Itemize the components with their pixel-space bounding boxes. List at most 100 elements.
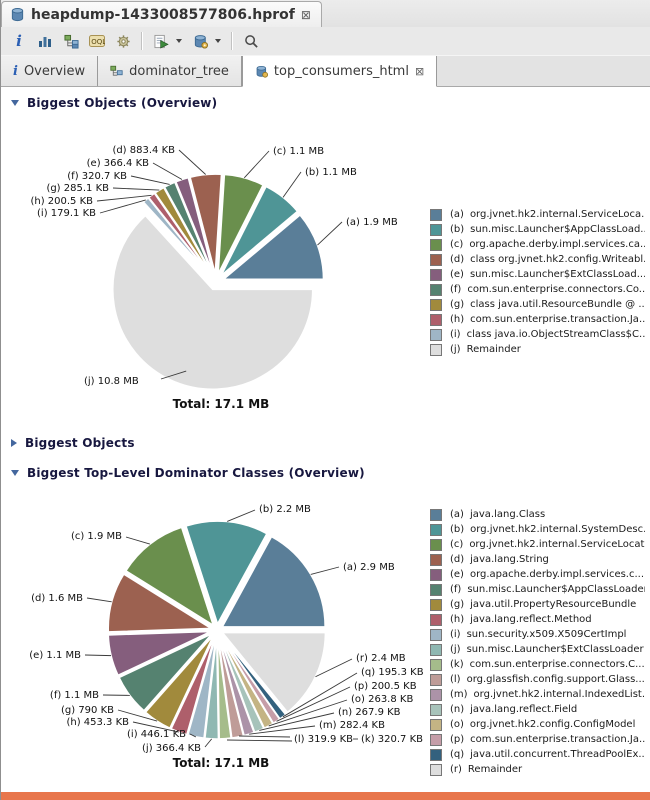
pie-slice-r[interactable] bbox=[221, 631, 327, 714]
histogram-button[interactable] bbox=[33, 30, 57, 52]
editor-tab-bar: heapdump-1433008577806.hprof ⊠ bbox=[1, 0, 650, 28]
legend-item: (j) Remainder bbox=[430, 342, 645, 357]
slice-callout: (a) 2.9 MB bbox=[343, 562, 395, 573]
chart-total: Total: 17.1 MB bbox=[172, 397, 270, 411]
search-icon bbox=[244, 34, 258, 48]
legend-key: (q) bbox=[450, 749, 465, 760]
tree-icon bbox=[110, 65, 123, 76]
legend-item: (j) sun.misc.Launcher$ExtClassLoader bbox=[430, 642, 645, 657]
legend-swatch bbox=[430, 613, 442, 626]
settings-button[interactable] bbox=[111, 30, 135, 52]
legend-swatch bbox=[430, 643, 442, 656]
close-icon[interactable]: ⊠ bbox=[414, 64, 425, 78]
dominator-tree-button[interactable] bbox=[59, 30, 83, 52]
callout-line bbox=[204, 738, 213, 748]
legend-label: sun.security.x509.X509CertImpl bbox=[466, 629, 627, 640]
legend-key: (i) bbox=[450, 629, 461, 640]
tab-overview[interactable]: i Overview bbox=[1, 56, 99, 86]
legend-item: (c) org.jvnet.hk2.internal.ServiceLocat..… bbox=[430, 537, 645, 552]
info-icon: i bbox=[13, 63, 18, 79]
tab-dominator-tree[interactable]: dominator_tree bbox=[98, 56, 242, 86]
legend-label: class java.io.ObjectStreamClass$C... bbox=[466, 329, 645, 340]
callout-line bbox=[315, 658, 353, 678]
callout-line bbox=[238, 735, 291, 738]
legend-item: (e) sun.misc.Launcher$ExtClassLoad... bbox=[430, 267, 645, 282]
tab-label: top_consumers_html bbox=[273, 63, 409, 79]
pie-slice-c[interactable] bbox=[217, 173, 264, 276]
legend-swatch bbox=[430, 298, 442, 311]
pie-slice-c[interactable] bbox=[125, 526, 215, 627]
section-biggest-objects-overview[interactable]: Biggest Objects (Overview) bbox=[11, 96, 217, 110]
slice-callout: (e) 1.1 MB bbox=[29, 650, 81, 661]
pie-slice-g[interactable] bbox=[144, 634, 215, 730]
pie-slice-j[interactable] bbox=[111, 214, 314, 391]
legend-key: (h) bbox=[450, 614, 465, 625]
legend-key: (d) bbox=[450, 554, 465, 565]
pie-slice-f[interactable] bbox=[118, 632, 213, 712]
legend-swatch bbox=[430, 538, 442, 551]
slice-callout: (k) 320.7 KB bbox=[361, 734, 423, 745]
callout-line bbox=[99, 199, 146, 214]
legend-swatch bbox=[430, 583, 442, 596]
legend-key: (p) bbox=[450, 734, 465, 745]
section-title: Biggest Top-Level Dominator Classes (Ove… bbox=[27, 466, 365, 480]
callout-line bbox=[96, 194, 152, 202]
slice-callout: (j) 366.4 KB bbox=[142, 743, 201, 754]
legend-item: (q) java.util.concurrent.ThreadPoolEx... bbox=[430, 747, 645, 762]
oql-button[interactable]: OQL bbox=[85, 30, 109, 52]
tab-top-consumers-html[interactable]: top_consumers_html ⊠ bbox=[241, 56, 438, 87]
run-report-dropdown-arrow[interactable] bbox=[176, 39, 182, 43]
slice-callout: (h) 453.3 KB bbox=[66, 717, 129, 728]
legend-label: java.lang.Class bbox=[469, 509, 546, 520]
slice-callout: (i) 179.1 KB bbox=[37, 208, 96, 219]
collapse-arrow-icon bbox=[11, 470, 19, 476]
pie-slice-e[interactable] bbox=[107, 630, 212, 677]
legend-label: org.glassfish.config.support.Glass... bbox=[466, 674, 645, 685]
legend-label: com.sun.enterprise.transaction.Ja... bbox=[470, 734, 645, 745]
editor-tab-heapdump[interactable]: heapdump-1433008577806.hprof ⊠ bbox=[1, 1, 322, 27]
legend-label: java.util.concurrent.ThreadPoolEx... bbox=[470, 749, 645, 760]
slice-callout: (d) 1.6 MB bbox=[31, 593, 83, 604]
pie-slice-d[interactable] bbox=[189, 173, 223, 275]
legend-swatch bbox=[430, 328, 442, 341]
legend-label: sun.misc.Launcher$AppClassLoad... bbox=[470, 224, 645, 235]
legend-key: (j) bbox=[450, 644, 461, 655]
legend-key: (l) bbox=[450, 674, 461, 685]
legend-key: (n) bbox=[450, 704, 465, 715]
callout-line bbox=[317, 221, 343, 246]
legend-label: com.sun.enterprise.transaction.Ja... bbox=[470, 314, 645, 325]
close-icon[interactable]: ⊠ bbox=[300, 7, 311, 22]
legend-key: (c) bbox=[450, 239, 464, 250]
legend-item: (l) org.glassfish.config.support.Glass... bbox=[430, 672, 645, 687]
run-expert-report-button[interactable] bbox=[149, 30, 173, 52]
search-button[interactable] bbox=[239, 30, 263, 52]
callout-line bbox=[249, 725, 316, 735]
heap-actions-button[interactable] bbox=[188, 30, 212, 52]
legend-swatch bbox=[430, 673, 442, 686]
legend-item: (b) sun.misc.Launcher$AppClassLoad... bbox=[430, 222, 645, 237]
slice-callout: (f) 1.1 MB bbox=[50, 690, 99, 701]
legend-key: (c) bbox=[450, 539, 464, 550]
pie-slice-i[interactable] bbox=[142, 197, 212, 277]
pie-slice-d[interactable] bbox=[107, 573, 213, 633]
section-biggest-dominator-classes[interactable]: Biggest Top-Level Dominator Classes (Ove… bbox=[11, 466, 365, 480]
legend-key: (a) bbox=[450, 209, 464, 220]
info-button[interactable]: i bbox=[7, 30, 31, 52]
section-biggest-objects[interactable]: Biggest Objects bbox=[11, 436, 135, 450]
pie-slice-b[interactable] bbox=[220, 185, 299, 277]
legend-swatch bbox=[430, 223, 442, 236]
pie-slice-a[interactable] bbox=[222, 214, 325, 281]
legend-label: org.jvnet.hk2.internal.SystemDesc... bbox=[470, 524, 645, 535]
result-tab-strip: i Overview dominator_tree top_consumers_… bbox=[1, 56, 650, 87]
legend-label: org.jvnet.hk2.internal.ServiceLoca... bbox=[469, 209, 645, 220]
callout-line bbox=[130, 175, 170, 185]
slice-callout: (g) 285.1 KB bbox=[46, 183, 109, 194]
legend-swatch bbox=[430, 628, 442, 641]
pie-slice-a[interactable] bbox=[221, 535, 326, 628]
chart-total: Total: 17.1 MB bbox=[172, 756, 270, 770]
slice-callout: (a) 1.9 MB bbox=[346, 217, 398, 228]
legend-swatch bbox=[430, 748, 442, 761]
callout-line bbox=[282, 672, 358, 718]
heap-actions-dropdown-arrow[interactable] bbox=[215, 39, 221, 43]
